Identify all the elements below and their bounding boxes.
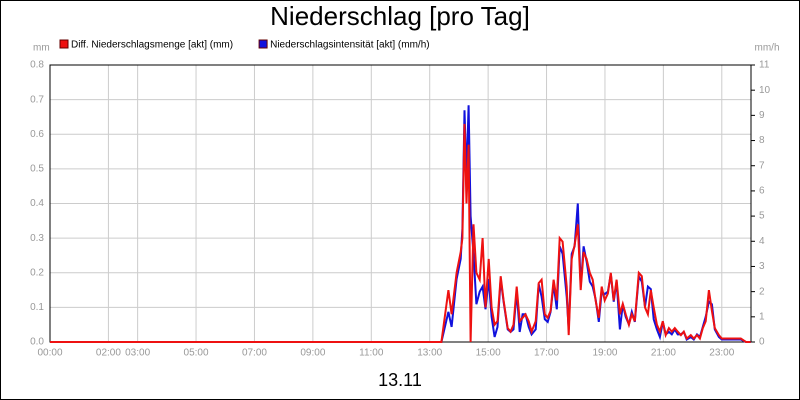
y-tick-label: 0.8 [30, 60, 44, 71]
y2-tick-label: 10 [759, 85, 771, 96]
x-tick-label: 07:00 [242, 348, 267, 359]
y-tick-label: 0.2 [30, 267, 44, 278]
y-axis-unit: mm [33, 43, 50, 54]
x-tick-label: 00:00 [37, 348, 62, 359]
x-axis-label: 13.11 [378, 370, 422, 390]
y-tick-label: 0.4 [30, 198, 44, 209]
y-tick-label: 0.1 [30, 302, 44, 313]
y2-tick-label: 4 [759, 236, 765, 247]
legend-label: Diff. Niederschlagsmenge [akt] (mm) [71, 40, 233, 51]
legend-label: Niederschlagsintensität [akt] (mm/h) [270, 40, 430, 51]
y2-tick-label: 9 [759, 110, 765, 121]
x-tick-label: 02:00 [96, 348, 121, 359]
y2-axis-unit: mm/h [755, 43, 780, 54]
legend-swatch [59, 39, 69, 49]
x-tick-label: 09:00 [300, 348, 325, 359]
y2-tick-label: 8 [759, 135, 765, 146]
y2-tick-label: 1 [759, 311, 765, 322]
y2-tick-label: 2 [759, 286, 765, 297]
y2-tick-label: 0 [759, 337, 765, 348]
y2-tick-label: 11 [759, 60, 770, 71]
y2-tick-label: 6 [759, 186, 765, 197]
y-tick-label: 0.6 [30, 129, 44, 140]
x-tick-label: 13:00 [417, 348, 442, 359]
y-tick-label: 0.5 [30, 164, 44, 175]
chart-title: Niederschlag [pro Tag] [270, 1, 530, 31]
y-tick-label: 0.3 [30, 233, 44, 244]
y2-tick-label: 7 [759, 160, 765, 171]
y-tick-label: 0.0 [30, 337, 44, 348]
x-tick-label: 05:00 [184, 348, 209, 359]
x-tick-label: 19:00 [592, 348, 617, 359]
y2-tick-label: 3 [759, 261, 765, 272]
x-tick-label: 03:00 [125, 348, 150, 359]
x-tick-label: 15:00 [476, 348, 501, 359]
x-tick-label: 23:00 [709, 348, 734, 359]
legend-swatch [258, 39, 268, 49]
y-tick-label: 0.7 [30, 94, 44, 105]
y2-tick-label: 5 [759, 211, 765, 222]
x-tick-label: 21:00 [651, 348, 676, 359]
data-line [50, 123, 751, 343]
x-tick-label: 17:00 [534, 348, 559, 359]
x-tick-label: 11:00 [359, 348, 384, 359]
